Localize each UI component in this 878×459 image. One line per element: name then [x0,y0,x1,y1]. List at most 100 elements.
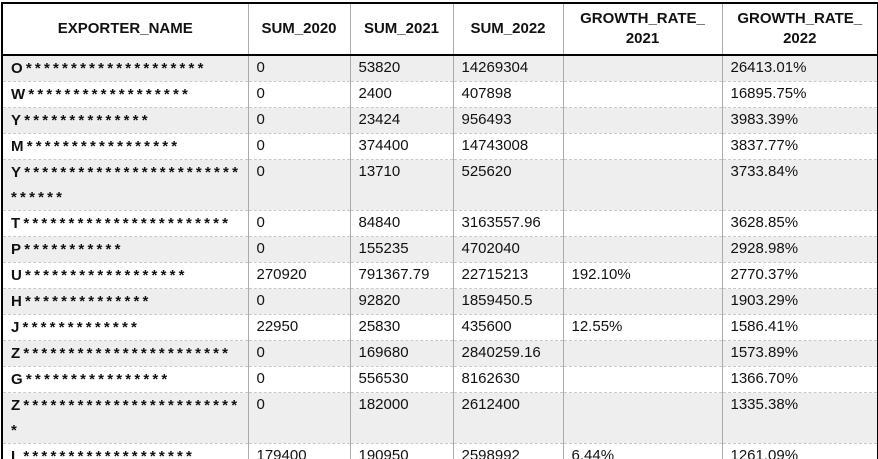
cell-sum-2021[interactable]: 25830 [350,314,454,341]
cell-exporter-name[interactable]: L******************* [2,443,249,459]
cell-sum-2021[interactable]: 23424 [350,107,454,134]
cell-growth-rate-2021[interactable]: 6.44% [563,443,723,459]
column-header-growth-rate-2021[interactable]: GROWTH_RATE_ 2021 [563,3,723,56]
cell-growth-rate-2021[interactable] [563,340,723,367]
column-header-sum-2022[interactable]: SUM_2022 [453,3,564,56]
cell-exporter-name[interactable]: P*********** [2,236,249,263]
table-row: H************** 0 92820 1859450.5 1903.2… [2,288,878,315]
cell-sum-2020[interactable]: 0 [248,366,351,393]
table-row: J************* 22950 25830 435600 12.55%… [2,314,878,341]
table-row: Z*********************** 0 169680 284025… [2,340,878,367]
cell-exporter-name[interactable]: U****************** [2,262,249,289]
cell-growth-rate-2022[interactable]: 1335.38% [722,392,878,444]
cell-sum-2020[interactable]: 0 [248,210,351,237]
column-header-growth-rate-2022[interactable]: GROWTH_RATE_ 2022 [722,3,878,56]
cell-sum-2022[interactable]: 22715213 [453,262,564,289]
header-growth-2021-line2: 2021 [625,30,660,47]
cell-sum-2021[interactable]: 155235 [350,236,454,263]
cell-growth-rate-2022[interactable]: 16895.75% [722,81,878,108]
cell-growth-rate-2021[interactable] [563,107,723,134]
cell-sum-2020[interactable]: 0 [248,159,351,211]
cell-sum-2022[interactable]: 1859450.5 [453,288,564,315]
cell-sum-2021[interactable]: 374400 [350,133,454,160]
cell-sum-2021[interactable]: 556530 [350,366,454,393]
cell-sum-2020[interactable]: 0 [248,81,351,108]
table-row: U****************** 270920 791367.79 227… [2,262,878,289]
cell-growth-rate-2022[interactable]: 2928.98% [722,236,878,263]
cell-exporter-name[interactable]: Y****************************** [2,159,249,211]
cell-sum-2020[interactable]: 0 [248,55,351,82]
cell-sum-2022[interactable]: 2598992 [453,443,564,459]
cell-sum-2021[interactable]: 13710 [350,159,454,211]
cell-growth-rate-2021[interactable] [563,236,723,263]
cell-growth-rate-2021[interactable]: 192.10% [563,262,723,289]
cell-sum-2021[interactable]: 2400 [350,81,454,108]
cell-exporter-name[interactable]: M***************** [2,133,249,160]
cell-sum-2020[interactable]: 0 [248,288,351,315]
cell-sum-2020[interactable]: 22950 [248,314,351,341]
cell-growth-rate-2022[interactable]: 1903.29% [722,288,878,315]
cell-sum-2022[interactable]: 525620 [453,159,564,211]
cell-sum-2022[interactable]: 3163557.96 [453,210,564,237]
cell-growth-rate-2022[interactable]: 3983.39% [722,107,878,134]
cell-growth-rate-2021[interactable] [563,133,723,160]
cell-sum-2021[interactable]: 182000 [350,392,454,444]
cell-sum-2020[interactable]: 0 [248,340,351,367]
cell-exporter-name[interactable]: Z************************* [2,392,249,444]
cell-sum-2022[interactable]: 14743008 [453,133,564,160]
cell-growth-rate-2021[interactable] [563,210,723,237]
column-header-sum-2021[interactable]: SUM_2021 [350,3,454,56]
column-header-sum-2020[interactable]: SUM_2020 [248,3,351,56]
cell-sum-2020[interactable]: 179400 [248,443,351,459]
table-row: L******************* 179400 190950 25989… [2,443,878,459]
cell-sum-2020[interactable]: 270920 [248,262,351,289]
cell-sum-2021[interactable]: 92820 [350,288,454,315]
cell-growth-rate-2022[interactable]: 2770.37% [722,262,878,289]
cell-growth-rate-2021[interactable] [563,392,723,444]
cell-sum-2020[interactable]: 0 [248,236,351,263]
cell-growth-rate-2022[interactable]: 1366.70% [722,366,878,393]
cell-growth-rate-2021[interactable] [563,366,723,393]
cell-exporter-name[interactable]: G**************** [2,366,249,393]
cell-sum-2022[interactable]: 956493 [453,107,564,134]
cell-growth-rate-2022[interactable]: 1586.41% [722,314,878,341]
cell-growth-rate-2022[interactable]: 1261.09% [722,443,878,459]
cell-exporter-name[interactable]: W****************** [2,81,249,108]
cell-sum-2022[interactable]: 14269304 [453,55,564,82]
cell-sum-2022[interactable]: 2612400 [453,392,564,444]
header-growth-2022-line2: 2022 [783,30,817,47]
cell-sum-2022[interactable]: 2840259.16 [453,340,564,367]
cell-sum-2022[interactable]: 8162630 [453,366,564,393]
cell-growth-rate-2022[interactable]: 3837.77% [722,133,878,160]
cell-sum-2020[interactable]: 0 [248,392,351,444]
cell-sum-2020[interactable]: 0 [248,107,351,134]
cell-exporter-name[interactable]: Z*********************** [2,340,249,367]
table-row: Y************** 0 23424 956493 3983.39% [2,107,878,134]
cell-exporter-name[interactable]: Y************** [2,107,249,134]
cell-exporter-name[interactable]: H************** [2,288,249,315]
cell-sum-2022[interactable]: 435600 [453,314,564,341]
cell-sum-2022[interactable]: 407898 [453,81,564,108]
header-row: EXPORTER_NAME SUM_2020 SUM_2021 SUM_2022… [2,3,878,56]
cell-growth-rate-2022[interactable]: 3628.85% [722,210,878,237]
cell-sum-2020[interactable]: 0 [248,133,351,160]
cell-growth-rate-2021[interactable] [563,288,723,315]
cell-growth-rate-2022[interactable]: 26413.01% [722,55,878,82]
cell-growth-rate-2022[interactable]: 1573.89% [722,340,878,367]
cell-sum-2021[interactable]: 84840 [350,210,454,237]
cell-sum-2021[interactable]: 169680 [350,340,454,367]
cell-growth-rate-2021[interactable]: 12.55% [563,314,723,341]
cell-growth-rate-2022[interactable]: 3733.84% [722,159,878,211]
cell-exporter-name[interactable]: O******************** [2,55,249,82]
cell-exporter-name[interactable]: J************* [2,314,249,341]
cell-growth-rate-2021[interactable] [563,55,723,82]
cell-growth-rate-2021[interactable] [563,81,723,108]
cell-exporter-name[interactable]: T*********************** [2,210,249,237]
cell-sum-2021[interactable]: 53820 [350,55,454,82]
cell-sum-2021[interactable]: 791367.79 [350,262,454,289]
cell-sum-2022[interactable]: 4702040 [453,236,564,263]
column-header-exporter-name[interactable]: EXPORTER_NAME [2,3,249,56]
cell-sum-2021[interactable]: 190950 [350,443,454,459]
cell-growth-rate-2021[interactable] [563,159,723,211]
